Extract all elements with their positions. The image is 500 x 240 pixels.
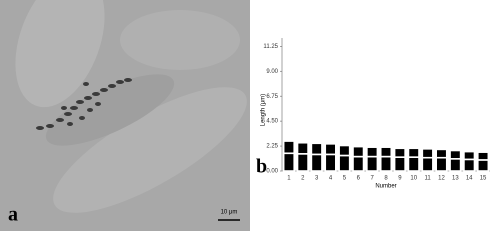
bar-segment <box>421 148 434 159</box>
bar-segment <box>296 153 309 172</box>
panel-label: a <box>8 204 18 226</box>
bar-segment <box>310 142 323 156</box>
bar-segment <box>476 159 490 172</box>
bar-segment <box>449 158 462 172</box>
x-axis-label: Number <box>375 184 396 190</box>
x-tick-label: 9 <box>398 176 402 182</box>
y-tick-label: 11.25 <box>263 44 278 50</box>
chart: 0.00 2.25 4.50 6.75 9.00 11.25 Length (μm) b Num… <box>256 38 490 190</box>
x-tick-label: 7 <box>370 176 374 182</box>
micrograph <box>0 0 250 231</box>
bar-segment <box>435 148 448 159</box>
bar-segment <box>324 153 337 172</box>
x-tick-label: 10 <box>410 176 417 182</box>
y-tick-label: 9.00 <box>266 69 278 75</box>
bar-segment <box>421 156 434 172</box>
x-tick-label: 4 <box>329 176 333 182</box>
x-tick-label: 15 <box>480 176 487 182</box>
bar-segment <box>366 155 379 172</box>
bar-segment <box>393 147 406 158</box>
x-tick-label: 3 <box>315 176 319 182</box>
y-tick-label: 0.00 <box>266 169 278 175</box>
bar-segment <box>449 149 462 160</box>
y-tick-label: 4.50 <box>266 119 278 125</box>
bar-segment <box>435 156 448 172</box>
bar-segment <box>393 156 406 172</box>
x-tick-label: 1 <box>287 176 291 182</box>
x-tick-label: 5 <box>343 176 347 182</box>
figure: a 10 μm 0.00 2.25 4.50 6.75 9.00 11.25 Length … <box>0 0 490 231</box>
x-tick-label: 11 <box>424 176 431 182</box>
bar-segment <box>282 140 296 155</box>
y-axis-label: Length (μm) <box>261 94 267 126</box>
x-tick-label: 2 <box>301 176 305 182</box>
bar-segment <box>476 151 490 161</box>
x-tick-label: 8 <box>384 176 388 182</box>
x-tick-label: 14 <box>466 176 473 182</box>
y-tick-label: 6.75 <box>266 94 278 100</box>
bar-segment <box>352 155 365 172</box>
bar-segment <box>463 150 476 161</box>
bar-segment <box>282 152 296 172</box>
bar-segment <box>379 155 393 172</box>
x-tick-label: 6 <box>357 176 361 182</box>
bar-segment <box>366 146 379 158</box>
bar-segment <box>379 146 393 158</box>
bar-segment <box>296 141 309 155</box>
bar-segment <box>407 156 420 172</box>
bar-segment <box>407 147 420 158</box>
bar-segment <box>310 153 323 172</box>
y-tick-label: 2.25 <box>266 144 278 150</box>
bar-segment <box>352 145 365 158</box>
x-tick-label: 13 <box>452 176 459 182</box>
bar-segment <box>324 143 337 156</box>
bar-segment <box>338 154 351 172</box>
bar-segment <box>338 144 351 157</box>
panel-label: b <box>256 156 267 178</box>
x-tick-label: 12 <box>438 176 445 182</box>
bar-segment <box>463 158 476 172</box>
scale-bar-label: 10 μm <box>221 210 238 216</box>
